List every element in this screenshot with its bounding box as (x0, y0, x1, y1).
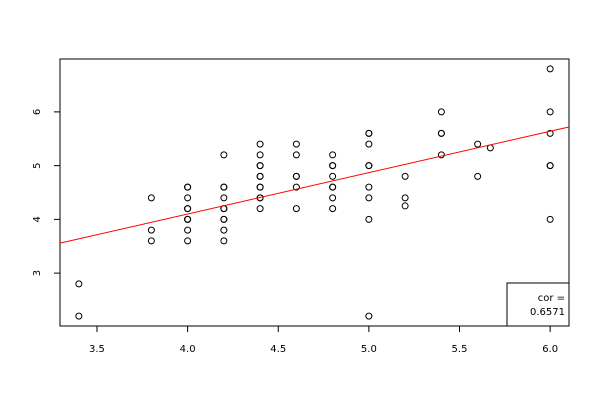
y-tick-label: 3 (32, 270, 43, 276)
plot-box (59, 58, 570, 327)
point (220, 151, 228, 159)
x-tick-label: 5.0 (361, 344, 377, 355)
point (220, 183, 228, 191)
x-tick-label: 6.0 (542, 344, 558, 355)
point (147, 226, 155, 234)
point (184, 226, 192, 234)
point (546, 129, 554, 137)
point (220, 194, 228, 202)
point (401, 194, 409, 202)
point (75, 280, 83, 288)
point (184, 215, 192, 223)
point (292, 183, 300, 191)
point (184, 194, 192, 202)
point (365, 162, 373, 170)
point (184, 237, 192, 245)
point (220, 215, 228, 223)
y-tick-label: 4 (32, 216, 43, 222)
point (220, 237, 228, 245)
point (292, 140, 300, 148)
point (220, 226, 228, 234)
point (147, 237, 155, 245)
point (256, 140, 264, 148)
point (256, 172, 264, 180)
point (184, 183, 192, 191)
point (365, 215, 373, 223)
point (546, 162, 554, 170)
point (292, 205, 300, 213)
x-tick-label: 4.5 (270, 344, 286, 355)
point (329, 194, 337, 202)
point (365, 194, 373, 202)
point (365, 183, 373, 191)
point (546, 108, 554, 116)
point (401, 172, 409, 180)
point (401, 202, 409, 210)
x-tick-label: 3.5 (89, 344, 105, 355)
point (546, 65, 554, 73)
point (365, 140, 373, 148)
point (546, 215, 554, 223)
point (75, 312, 83, 320)
point (329, 172, 337, 180)
point (365, 312, 373, 320)
point (292, 172, 300, 180)
point (256, 162, 264, 170)
point (474, 140, 482, 148)
legend-box (506, 282, 570, 327)
point (292, 151, 300, 159)
point (147, 194, 155, 202)
point (256, 205, 264, 213)
regression-line (60, 126, 569, 244)
point (437, 129, 445, 137)
point (256, 183, 264, 191)
point (256, 151, 264, 159)
legend-text: 0.6571 (530, 307, 565, 318)
point (474, 172, 482, 180)
x-tick-label: 4.0 (180, 344, 196, 355)
point (329, 205, 337, 213)
legend-text: cor = (538, 293, 565, 304)
point (184, 205, 192, 213)
y-tick-label: 6 (32, 109, 43, 115)
point (329, 183, 337, 191)
x-tick-label: 5.5 (452, 344, 468, 355)
point (329, 151, 337, 159)
point (437, 108, 445, 116)
point (365, 129, 373, 137)
y-tick-label: 5 (32, 162, 43, 168)
point (329, 162, 337, 170)
